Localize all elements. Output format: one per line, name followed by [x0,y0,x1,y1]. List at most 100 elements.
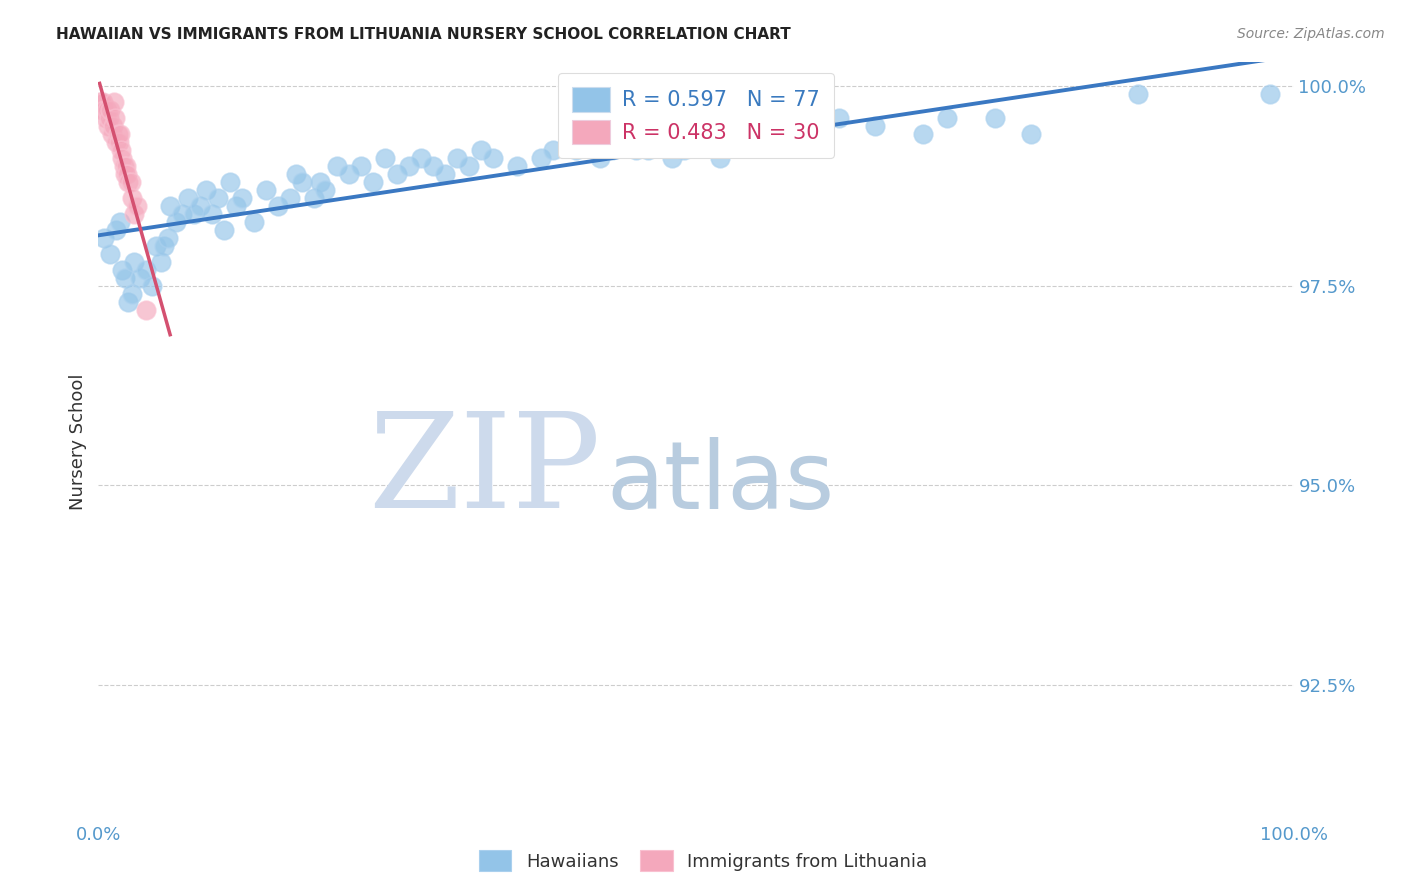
Point [108,128,131,142]
Point [120,175,142,189]
Point [129,271,152,285]
Point [697,135,720,149]
Point [936,112,959,126]
Point [98,103,122,118]
Point [291,175,314,189]
Point [422,159,444,173]
Point [984,112,1007,126]
Point [105,223,128,237]
Point [114,167,136,181]
Point [756,128,779,142]
Point [243,215,266,229]
Point [97,120,120,134]
Point [506,159,529,173]
Text: HAWAIIAN VS IMMIGRANTS FROM LITHUANIA NURSERY SCHOOL CORRELATION CHART: HAWAIIAN VS IMMIGRANTS FROM LITHUANIA NU… [56,27,792,42]
Point [117,294,139,309]
Point [780,128,803,142]
Point [212,223,235,237]
Point [124,255,146,269]
Point [350,159,373,173]
Point [165,215,187,229]
Point [201,207,224,221]
Point [110,143,132,157]
Point [911,128,934,142]
Point [219,175,242,189]
Point [96,103,118,118]
Point [93,231,115,245]
Point [339,167,361,181]
Text: Source: ZipAtlas.com: Source: ZipAtlas.com [1237,27,1385,41]
Point [673,143,696,157]
Point [195,183,218,197]
Point [90,95,112,110]
Point [183,207,205,221]
Point [1019,128,1042,142]
Point [709,151,731,165]
Point [103,95,125,110]
Point [865,120,887,134]
Point [446,151,468,165]
Point [124,207,146,221]
Point [434,167,457,181]
Point [458,159,481,173]
Point [93,103,115,118]
Point [254,183,277,197]
Point [302,191,325,205]
Point [111,151,134,165]
Point [107,135,129,149]
Point [94,112,117,126]
Point [613,135,636,149]
Text: atlas: atlas [606,437,835,529]
Point [153,239,176,253]
Point [188,199,211,213]
Point [278,191,301,205]
Point [156,231,179,245]
Point [207,191,229,205]
Point [470,143,492,157]
Point [135,302,157,317]
Point [135,263,157,277]
Point [89,95,111,110]
Point [98,247,122,261]
Point [541,143,564,157]
Point [91,103,114,118]
Point [385,167,409,181]
Point [374,151,396,165]
Point [98,112,121,126]
Point [828,112,851,126]
Legend: Hawaiians, Immigrants from Lithuania: Hawaiians, Immigrants from Lithuania [471,843,935,879]
Point [121,191,143,205]
Point [172,207,194,221]
Point [398,159,420,173]
Point [530,151,553,165]
Point [733,135,755,149]
Point [101,120,124,134]
Point [125,199,148,213]
Point [145,239,167,253]
Point [112,159,135,173]
Point [308,175,330,189]
Point [91,95,114,110]
Point [111,263,134,277]
Point [326,159,349,173]
Point [284,167,307,181]
Point [602,143,624,157]
Point [661,151,683,165]
Point [149,255,172,269]
Point [363,175,385,189]
Point [481,151,505,165]
Point [589,151,612,165]
Point [105,135,128,149]
Point [315,183,337,197]
Y-axis label: Nursery School: Nursery School [69,373,87,510]
Point [565,143,588,157]
Point [114,271,136,285]
Point [115,159,138,173]
Point [648,135,672,149]
Point [115,167,138,181]
Point [100,128,122,142]
Point [1258,87,1281,102]
Point [141,279,163,293]
Point [411,151,433,165]
Point [225,199,247,213]
